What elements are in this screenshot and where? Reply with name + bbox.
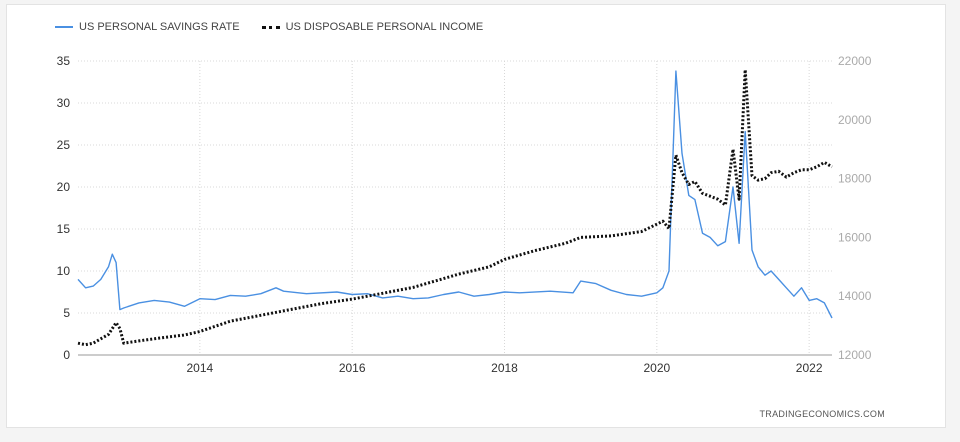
y-left-tick-label: 30 bbox=[57, 96, 71, 110]
legend-item-savings-rate[interactable]: US PERSONAL SAVINGS RATE bbox=[55, 21, 240, 33]
y-right-tick-label: 22000 bbox=[838, 54, 872, 68]
series-line-disposable-income bbox=[77, 68, 833, 347]
legend-item-disposable-income[interactable]: US DISPOSABLE PERSONAL INCOME bbox=[261, 21, 484, 33]
y-left-tick-label: 0 bbox=[63, 348, 70, 362]
source-credit: TRADINGECONOMICS.COM bbox=[759, 409, 885, 419]
y-left-tick-label: 35 bbox=[57, 54, 71, 68]
y-left-tick-label: 15 bbox=[57, 222, 71, 236]
y-right-tick-label: 14000 bbox=[838, 289, 872, 303]
x-tick-label: 2018 bbox=[491, 361, 518, 375]
y-right-tick-label: 12000 bbox=[838, 348, 872, 362]
x-tick-label: 2020 bbox=[643, 361, 670, 375]
x-tick-label: 2016 bbox=[339, 361, 366, 375]
legend-label-savings-rate: US PERSONAL SAVINGS RATE bbox=[79, 21, 240, 33]
y-left-tick-label: 5 bbox=[63, 306, 70, 320]
x-tick-label: 2022 bbox=[796, 361, 823, 375]
y-right-tick-label: 18000 bbox=[838, 172, 872, 186]
chart-card: US PERSONAL SAVINGS RATE US DISPOSABLE P… bbox=[6, 4, 946, 428]
y-right-tick-label: 20000 bbox=[838, 113, 872, 127]
y-left-tick-label: 10 bbox=[57, 264, 71, 278]
legend: US PERSONAL SAVINGS RATE US DISPOSABLE P… bbox=[55, 21, 505, 33]
x-tick-label: 2014 bbox=[187, 361, 214, 375]
y-left-tick-label: 20 bbox=[57, 180, 71, 194]
series-line-savings-rate bbox=[77, 70, 833, 319]
legend-label-disposable-income: US DISPOSABLE PERSONAL INCOME bbox=[285, 21, 484, 33]
legend-swatch-solid-line bbox=[55, 26, 73, 28]
y-left-tick-label: 25 bbox=[57, 138, 71, 152]
legend-swatch-dotted-line bbox=[261, 25, 280, 29]
y-right-tick-label: 16000 bbox=[838, 230, 872, 244]
